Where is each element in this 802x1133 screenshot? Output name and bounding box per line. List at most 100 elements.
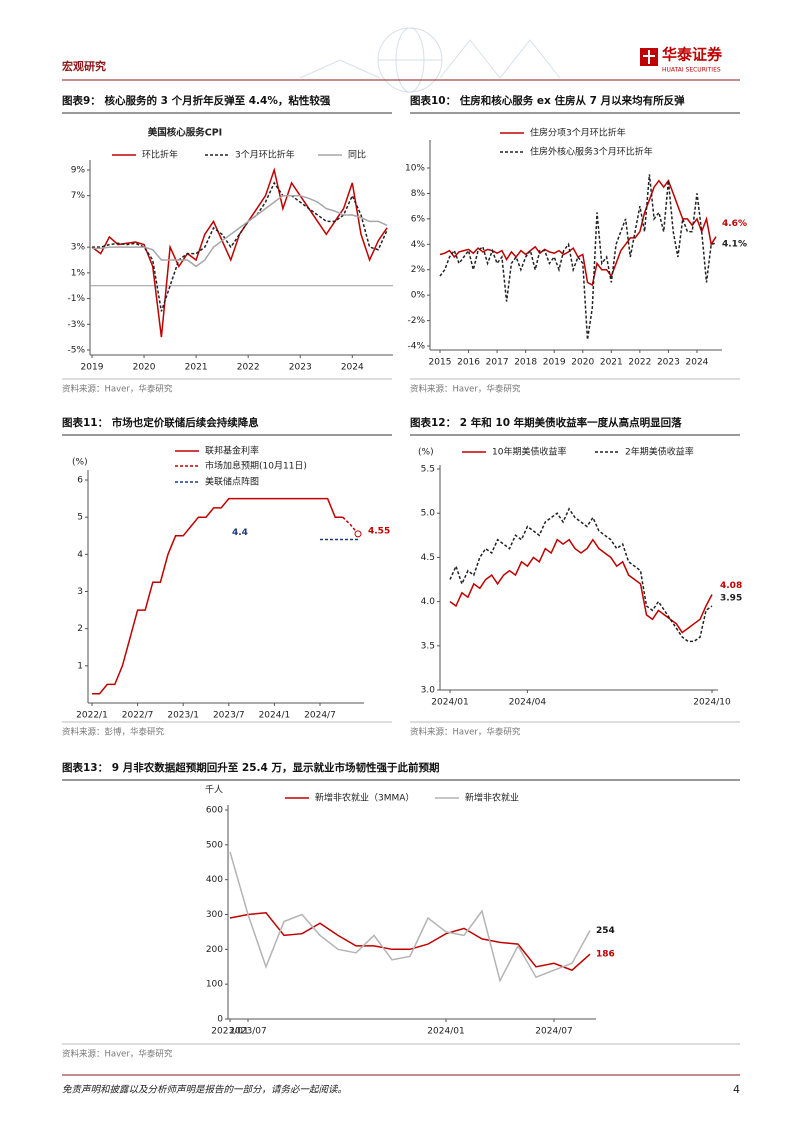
series-line bbox=[449, 538, 713, 634]
figure-source: 资料来源：Haver，华泰研究 bbox=[410, 727, 521, 738]
data-label: 4.55 bbox=[368, 526, 390, 536]
x-tick-label: 2020 bbox=[571, 358, 594, 368]
x-tick-label: 2023 bbox=[289, 363, 312, 373]
legend-label: 新增非农就业（3MMA） bbox=[315, 792, 414, 804]
y-tick-label: 6 bbox=[77, 476, 83, 486]
legend-label: 3个月环比折年 bbox=[235, 149, 295, 161]
y-tick-label: 400 bbox=[206, 875, 223, 885]
x-tick-label: 2024 bbox=[686, 358, 709, 368]
y-tick-label: -3% bbox=[67, 320, 85, 330]
x-tick-label: 2016 bbox=[457, 358, 480, 368]
y-tick-label: 0% bbox=[411, 291, 426, 301]
series-line bbox=[439, 174, 717, 340]
y-tick-label: 300 bbox=[206, 910, 223, 920]
legend-label: 住房外核心服务3个月环比折年 bbox=[530, 146, 653, 158]
logo-cn: 华泰证券 bbox=[662, 46, 723, 64]
y-tick-label: 8% bbox=[411, 189, 426, 199]
legend-label: 住房分项3个月环比折年 bbox=[530, 127, 626, 139]
y-tick-label: 6% bbox=[411, 214, 426, 224]
series-line bbox=[92, 194, 388, 268]
y-tick-label: -5% bbox=[67, 346, 85, 356]
x-tick-label: 2021 bbox=[185, 363, 208, 373]
x-tick-label: 2019 bbox=[543, 358, 566, 368]
y-tick-label: 3 bbox=[77, 587, 83, 597]
y-axis-label: (%) bbox=[72, 458, 88, 468]
x-tick-label: 2024/04 bbox=[509, 698, 547, 708]
y-tick-label: 0 bbox=[217, 1015, 223, 1025]
data-label: 186 bbox=[596, 950, 615, 960]
y-axis-label: 千人 bbox=[205, 785, 223, 796]
x-tick-label: 2024/7 bbox=[304, 711, 336, 721]
series-line bbox=[229, 851, 591, 983]
series-line bbox=[91, 167, 388, 338]
section-title: 宏观研究 bbox=[62, 59, 106, 73]
y-tick-label: 4 bbox=[77, 550, 83, 560]
figure-caption: 图表9： 核心服务的 3 个月折年反弹至 4.4%，粘性较强 bbox=[62, 94, 331, 107]
legend-label: 新增非农就业 bbox=[465, 792, 519, 804]
data-label: 4.4 bbox=[232, 528, 248, 538]
x-tick-label: 2022 bbox=[628, 358, 651, 368]
y-tick-label: 7% bbox=[71, 191, 86, 201]
y-tick-label: 4.5 bbox=[421, 553, 435, 563]
figure-caption: 图表12： 2 年和 10 年期美债收益率一度从高点明显回落 bbox=[410, 416, 682, 429]
y-tick-label: 3.5 bbox=[421, 641, 435, 651]
x-tick-label: 2023/1 bbox=[167, 711, 199, 721]
figure-source: 资料来源：Haver，华泰研究 bbox=[410, 384, 521, 395]
x-tick-label: 2024/01 bbox=[427, 1027, 464, 1037]
y-tick-label: 5.0 bbox=[421, 509, 436, 519]
y-tick-label: 2% bbox=[411, 265, 426, 275]
x-tick-label: 2023/07 bbox=[229, 1027, 266, 1037]
x-tick-label: 2018 bbox=[514, 358, 537, 368]
x-tick-label: 2024 bbox=[341, 363, 364, 373]
series-line bbox=[92, 497, 343, 695]
y-tick-label: 4.0 bbox=[421, 597, 436, 607]
figure-source: 资料来源：Haver，华泰研究 bbox=[62, 1049, 173, 1060]
x-tick-label: 2024/01 bbox=[431, 698, 468, 708]
data-label: 4.08 bbox=[720, 581, 742, 591]
y-tick-label: 3% bbox=[71, 243, 86, 253]
y-tick-label: 1 bbox=[77, 661, 83, 671]
x-tick-label: 2019 bbox=[81, 363, 104, 373]
series-line bbox=[229, 912, 591, 972]
x-tick-label: 2021 bbox=[600, 358, 623, 368]
data-label: 3.95 bbox=[720, 594, 742, 604]
legend-label: 环比折年 bbox=[142, 149, 178, 161]
figure-caption: 图表10： 住房和核心服务 ex 住房从 7 月以来均有所反弹 bbox=[410, 94, 685, 107]
x-tick-label: 2022/1 bbox=[76, 711, 108, 721]
y-tick-label: 600 bbox=[206, 806, 223, 816]
page-number: 4 bbox=[733, 1083, 740, 1096]
legend-label: 美联储点阵图 bbox=[205, 476, 259, 488]
x-tick-label: 2024/10 bbox=[693, 698, 731, 708]
y-tick-label: 1% bbox=[71, 268, 86, 278]
figure-source: 资料来源：彭博，华泰研究 bbox=[62, 727, 165, 738]
logo-en: HUATAI SECURITIES bbox=[662, 67, 721, 74]
data-label: 4.1% bbox=[722, 240, 747, 250]
series-line bbox=[449, 507, 713, 643]
y-tick-label: -2% bbox=[407, 316, 425, 326]
y-tick-label: 500 bbox=[206, 840, 223, 850]
y-tick-label: 4% bbox=[411, 240, 426, 250]
x-tick-label: 2022/7 bbox=[122, 711, 154, 721]
x-tick-label: 2017 bbox=[486, 358, 509, 368]
chart-title: 美国核心服务CPI bbox=[147, 127, 222, 139]
y-tick-label: 5.5 bbox=[421, 465, 435, 475]
end-marker bbox=[354, 530, 362, 538]
legend-label: 10年期美债收益率 bbox=[492, 446, 566, 458]
figure-caption: 图表11： 市场也定价联储后续会持续降息 bbox=[62, 416, 259, 429]
logo-mark bbox=[643, 50, 655, 64]
y-tick-label: 3.0 bbox=[421, 686, 436, 696]
x-tick-label: 2015 bbox=[429, 358, 452, 368]
legend-label: 联邦基金利率 bbox=[205, 445, 259, 457]
y-tick-label: 5 bbox=[77, 513, 83, 523]
x-tick-label: 2022 bbox=[237, 363, 260, 373]
figure-caption: 图表13： 9 月非农数据超预期回升至 25.4 万，显示就业市场韧性强于此前预… bbox=[62, 761, 439, 774]
x-tick-label: 2020 bbox=[133, 363, 156, 373]
x-tick-label: 2023/01 bbox=[211, 1027, 248, 1037]
y-tick-label: 2 bbox=[77, 624, 83, 634]
x-tick-label: 2024/1 bbox=[259, 711, 291, 721]
header-decoration bbox=[299, 27, 561, 93]
y-axis-label: (%) bbox=[418, 448, 434, 458]
legend-label: 2年期美债收益率 bbox=[625, 446, 694, 458]
x-tick-label: 2024/07 bbox=[535, 1027, 572, 1037]
